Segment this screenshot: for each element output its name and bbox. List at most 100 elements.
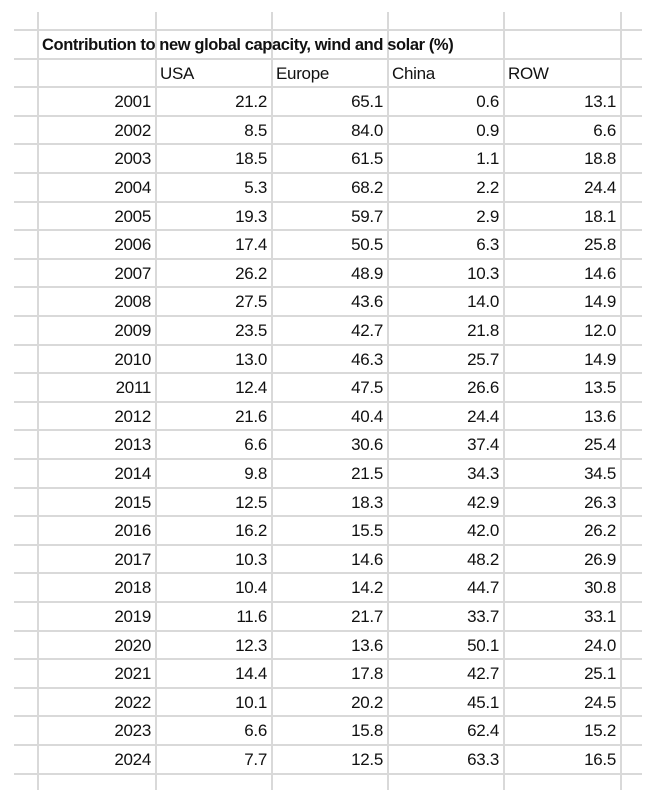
year-cell[interactable]: 2015 — [114, 492, 151, 512]
value-cell[interactable]: 8.5 — [244, 120, 267, 140]
value-cell[interactable]: 45.1 — [467, 692, 499, 712]
value-cell[interactable]: 13.5 — [584, 378, 616, 398]
value-cell[interactable]: 18.1 — [584, 206, 616, 226]
value-cell[interactable]: 13.0 — [235, 349, 267, 369]
value-cell[interactable]: 9.8 — [244, 464, 267, 483]
value-cell[interactable]: 16.2 — [235, 521, 267, 541]
value-cell[interactable]: 25.8 — [584, 235, 616, 255]
value-cell[interactable]: 25.4 — [584, 435, 616, 455]
value-cell[interactable]: 50.5 — [351, 235, 383, 255]
year-cell[interactable]: 2021 — [114, 664, 151, 684]
value-cell[interactable]: 25.7 — [467, 349, 499, 369]
value-cell[interactable]: 33.1 — [584, 607, 616, 626]
value-cell[interactable]: 19.3 — [235, 206, 267, 226]
column-header[interactable]: ROW — [508, 63, 549, 83]
value-cell[interactable]: 61.5 — [351, 149, 383, 169]
value-cell[interactable]: 30.6 — [351, 435, 383, 455]
value-cell[interactable]: 10.3 — [235, 549, 267, 569]
value-cell[interactable]: 40.4 — [351, 406, 383, 426]
year-cell[interactable]: 2005 — [114, 206, 151, 226]
value-cell[interactable]: 6.6 — [244, 721, 267, 741]
value-cell[interactable]: 18.5 — [235, 149, 267, 169]
value-cell[interactable]: 14.9 — [584, 292, 616, 312]
value-cell[interactable]: 42.0 — [467, 521, 499, 541]
value-cell[interactable]: 50.1 — [467, 635, 499, 655]
value-cell[interactable]: 12.5 — [351, 750, 383, 769]
value-cell[interactable]: 14.9 — [584, 349, 616, 369]
value-cell[interactable]: 21.6 — [235, 406, 267, 426]
value-cell[interactable]: 42.7 — [467, 664, 499, 684]
value-cell[interactable]: 13.6 — [351, 635, 383, 655]
value-cell[interactable]: 12.5 — [235, 492, 267, 512]
value-cell[interactable]: 42.9 — [467, 492, 499, 512]
value-cell[interactable]: 43.6 — [351, 292, 383, 312]
year-cell[interactable]: 2020 — [114, 635, 151, 655]
year-cell[interactable]: 2024 — [114, 750, 151, 769]
value-cell[interactable]: 21.8 — [467, 321, 499, 340]
value-cell[interactable]: 25.1 — [584, 664, 616, 684]
value-cell[interactable]: 63.3 — [467, 750, 499, 769]
year-cell[interactable]: 2014 — [114, 464, 151, 483]
year-cell[interactable]: 2008 — [114, 292, 151, 312]
value-cell[interactable]: 46.3 — [351, 349, 383, 369]
value-cell[interactable]: 21.5 — [351, 464, 383, 483]
table-title[interactable]: Contribution to new global capacity, win… — [42, 36, 454, 54]
year-cell[interactable]: 2007 — [114, 263, 151, 283]
year-cell[interactable]: 2001 — [114, 92, 151, 112]
value-cell[interactable]: 68.2 — [351, 178, 383, 197]
value-cell[interactable]: 21.2 — [235, 92, 267, 112]
column-header[interactable]: Europe — [276, 63, 330, 83]
column-header[interactable]: China — [392, 63, 435, 83]
value-cell[interactable]: 21.7 — [351, 607, 383, 626]
value-cell[interactable]: 0.9 — [476, 120, 499, 140]
value-cell[interactable]: 14.0 — [467, 292, 499, 312]
year-cell[interactable]: 2003 — [114, 149, 151, 169]
value-cell[interactable]: 59.7 — [351, 206, 383, 226]
value-cell[interactable]: 1.1 — [476, 149, 499, 169]
value-cell[interactable]: 48.9 — [351, 263, 383, 283]
year-cell[interactable]: 2017 — [114, 549, 151, 569]
year-cell[interactable]: 2022 — [114, 692, 151, 712]
value-cell[interactable]: 26.6 — [467, 378, 499, 398]
year-cell[interactable]: 2016 — [114, 521, 151, 541]
value-cell[interactable]: 10.4 — [235, 578, 267, 598]
value-cell[interactable]: 62.4 — [467, 721, 499, 741]
value-cell[interactable]: 10.3 — [467, 263, 499, 283]
year-cell[interactable]: 2002 — [114, 120, 151, 140]
value-cell[interactable]: 7.7 — [244, 750, 267, 769]
value-cell[interactable]: 14.2 — [351, 578, 383, 598]
year-cell[interactable]: 2006 — [114, 235, 151, 255]
column-header[interactable]: USA — [160, 63, 195, 83]
value-cell[interactable]: 6.6 — [244, 435, 267, 455]
value-cell[interactable]: 37.4 — [467, 435, 499, 455]
value-cell[interactable]: 17.4 — [235, 235, 267, 255]
value-cell[interactable]: 10.1 — [235, 692, 267, 712]
value-cell[interactable]: 11.6 — [236, 607, 267, 626]
value-cell[interactable]: 30.8 — [584, 578, 616, 598]
year-cell[interactable]: 2011 — [115, 378, 152, 398]
year-cell[interactable]: 2019 — [114, 607, 151, 626]
value-cell[interactable]: 2.9 — [476, 206, 499, 226]
value-cell[interactable]: 18.3 — [351, 492, 383, 512]
value-cell[interactable]: 24.4 — [584, 178, 616, 197]
value-cell[interactable]: 12.3 — [235, 635, 267, 655]
value-cell[interactable]: 33.7 — [467, 607, 499, 626]
value-cell[interactable]: 13.1 — [584, 92, 616, 112]
value-cell[interactable]: 5.3 — [244, 178, 267, 197]
value-cell[interactable]: 27.5 — [235, 292, 267, 312]
value-cell[interactable]: 14.6 — [351, 549, 383, 569]
value-cell[interactable]: 26.2 — [584, 521, 616, 541]
value-cell[interactable]: 15.8 — [351, 721, 383, 741]
year-cell[interactable]: 2010 — [114, 349, 151, 369]
value-cell[interactable]: 16.5 — [584, 750, 616, 769]
value-cell[interactable]: 2.2 — [476, 178, 499, 197]
value-cell[interactable]: 0.6 — [476, 92, 499, 112]
value-cell[interactable]: 6.6 — [593, 120, 616, 140]
value-cell[interactable]: 48.2 — [467, 549, 499, 569]
value-cell[interactable]: 13.6 — [584, 406, 616, 426]
value-cell[interactable]: 12.4 — [235, 378, 267, 398]
value-cell[interactable]: 65.1 — [351, 92, 383, 112]
value-cell[interactable]: 84.0 — [351, 120, 383, 140]
year-cell[interactable]: 2013 — [114, 435, 151, 455]
value-cell[interactable]: 24.4 — [467, 406, 499, 426]
